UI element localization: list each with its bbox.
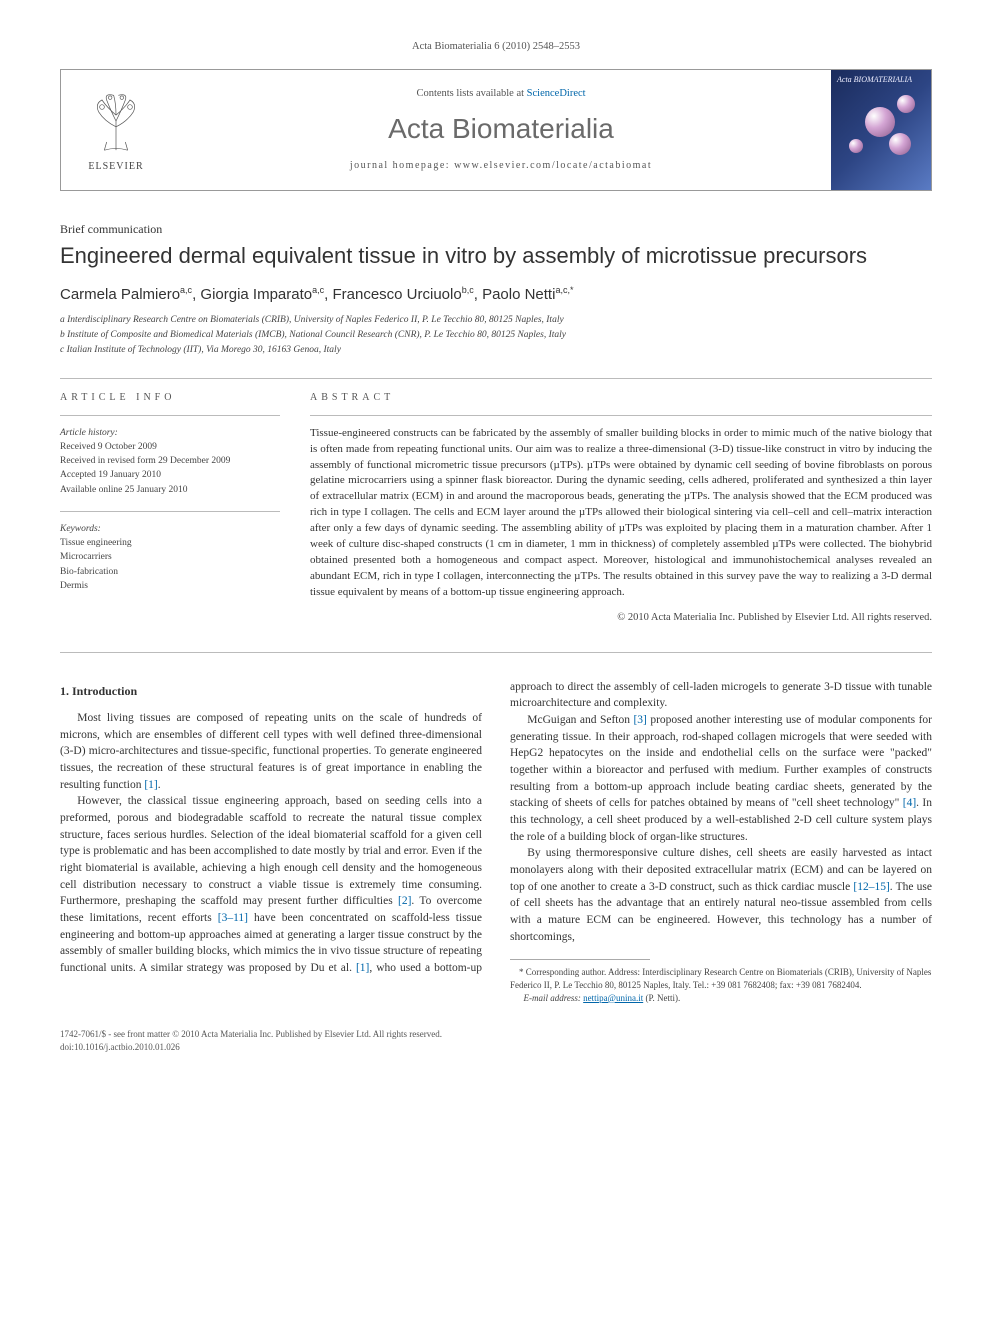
email-footnote: E-mail address: nettipa@unina.it (P. Net… bbox=[510, 992, 932, 1005]
history-item: Available online 25 January 2010 bbox=[60, 483, 280, 497]
history-item: Accepted 19 January 2010 bbox=[60, 468, 280, 482]
abstract-text: Tissue-engineered constructs can be fabr… bbox=[310, 426, 932, 601]
cover-graphic bbox=[831, 89, 931, 190]
keyword: Dermis bbox=[60, 579, 280, 593]
homepage-url: www.elsevier.com/locate/actabiomat bbox=[454, 160, 652, 171]
rule bbox=[60, 378, 932, 379]
article-title: Engineered dermal equivalent tissue in v… bbox=[60, 243, 932, 269]
journal-homepage: journal homepage: www.elsevier.com/locat… bbox=[350, 159, 652, 173]
article-info-column: ARTICLE INFO Article history: Received 9… bbox=[60, 391, 280, 626]
contents-available-line: Contents lists available at ScienceDirec… bbox=[416, 87, 585, 102]
keyword: Bio-fabrication bbox=[60, 565, 280, 579]
sciencedirect-link[interactable]: ScienceDirect bbox=[527, 88, 586, 99]
rule bbox=[60, 415, 280, 416]
citation-link[interactable]: [2] bbox=[398, 895, 411, 907]
footer-copyright: 1742-7061/$ - see front matter © 2010 Ac… bbox=[60, 1028, 932, 1041]
cover-title: Acta BIOMATERIALIA bbox=[831, 70, 931, 89]
citation-link[interactable]: [12–15] bbox=[853, 881, 889, 893]
keywords-block: Keywords: Tissue engineering Microcarrie… bbox=[60, 522, 280, 593]
affiliations: a Interdisciplinary Research Centre on B… bbox=[60, 313, 932, 358]
rule bbox=[310, 415, 932, 416]
affiliation: c Italian Institute of Technology (IIT),… bbox=[60, 343, 932, 357]
abstract-label: ABSTRACT bbox=[310, 391, 932, 405]
citation-link[interactable]: [3–11] bbox=[218, 912, 248, 924]
email-label: E-mail address: bbox=[524, 993, 581, 1003]
history-item: Received in revised form 29 December 200… bbox=[60, 454, 280, 468]
corresponding-author-footnote: * Corresponding author. Address: Interdi… bbox=[510, 966, 932, 991]
authors-line: Carmela Palmieroa,c, Giorgia Imparatoa,c… bbox=[60, 284, 932, 305]
body-text: 1. Introduction Most living tissues are … bbox=[60, 679, 932, 1005]
journal-name: Acta Biomaterialia bbox=[388, 109, 614, 148]
rule bbox=[60, 511, 280, 512]
footnote-rule bbox=[510, 959, 650, 960]
homepage-prefix: journal homepage: bbox=[350, 160, 454, 171]
citation-link[interactable]: [4] bbox=[903, 797, 916, 809]
elsevier-tree-icon bbox=[81, 86, 151, 156]
body-paragraph: By using thermoresponsive culture dishes… bbox=[510, 845, 932, 945]
article-type: Brief communication bbox=[60, 221, 932, 238]
publisher-label: ELSEVIER bbox=[88, 160, 143, 174]
banner-center: Contents lists available at ScienceDirec… bbox=[171, 70, 831, 190]
author: Carmela Palmieroa,c bbox=[60, 286, 192, 303]
article-info-label: ARTICLE INFO bbox=[60, 391, 280, 405]
journal-cover-thumb: Acta BIOMATERIALIA bbox=[831, 70, 931, 190]
affiliation: b Institute of Composite and Biomedical … bbox=[60, 328, 932, 342]
header-citation: Acta Biomaterialia 6 (2010) 2548–2553 bbox=[60, 40, 932, 55]
footer-doi: doi:10.1016/j.actbio.2010.01.026 bbox=[60, 1041, 932, 1054]
history-label: Article history: bbox=[60, 426, 280, 440]
rule bbox=[60, 652, 932, 653]
citation-link[interactable]: [3] bbox=[633, 714, 646, 726]
keyword: Tissue engineering bbox=[60, 536, 280, 550]
email-person: (P. Netti). bbox=[645, 993, 680, 1003]
journal-banner: ELSEVIER Contents lists available at Sci… bbox=[60, 69, 932, 191]
citation-link[interactable]: [1] bbox=[144, 779, 157, 791]
page-footer: 1742-7061/$ - see front matter © 2010 Ac… bbox=[60, 1028, 932, 1053]
author: Francesco Urciuolob,c bbox=[332, 286, 473, 303]
abstract-column: ABSTRACT Tissue-engineered constructs ca… bbox=[310, 391, 932, 626]
body-paragraph: Most living tissues are composed of repe… bbox=[60, 710, 482, 793]
affiliation: a Interdisciplinary Research Centre on B… bbox=[60, 313, 932, 327]
article-history: Article history: Received 9 October 2009… bbox=[60, 426, 280, 497]
intro-heading: 1. Introduction bbox=[60, 683, 482, 700]
author: Paolo Nettia,c,* bbox=[482, 286, 573, 303]
keyword: Microcarriers bbox=[60, 550, 280, 564]
author: Giorgia Imparatoa,c bbox=[200, 286, 324, 303]
info-abstract-row: ARTICLE INFO Article history: Received 9… bbox=[60, 391, 932, 626]
email-link[interactable]: nettipa@unina.it bbox=[583, 993, 643, 1003]
body-paragraph: McGuigan and Sefton [3] proposed another… bbox=[510, 712, 932, 845]
keywords-label: Keywords: bbox=[60, 522, 280, 536]
history-item: Received 9 October 2009 bbox=[60, 440, 280, 454]
citation-link[interactable]: [1] bbox=[356, 962, 369, 974]
contents-prefix: Contents lists available at bbox=[416, 88, 526, 99]
abstract-copyright: © 2010 Acta Materialia Inc. Published by… bbox=[310, 611, 932, 626]
publisher-logo-block: ELSEVIER bbox=[61, 70, 171, 190]
